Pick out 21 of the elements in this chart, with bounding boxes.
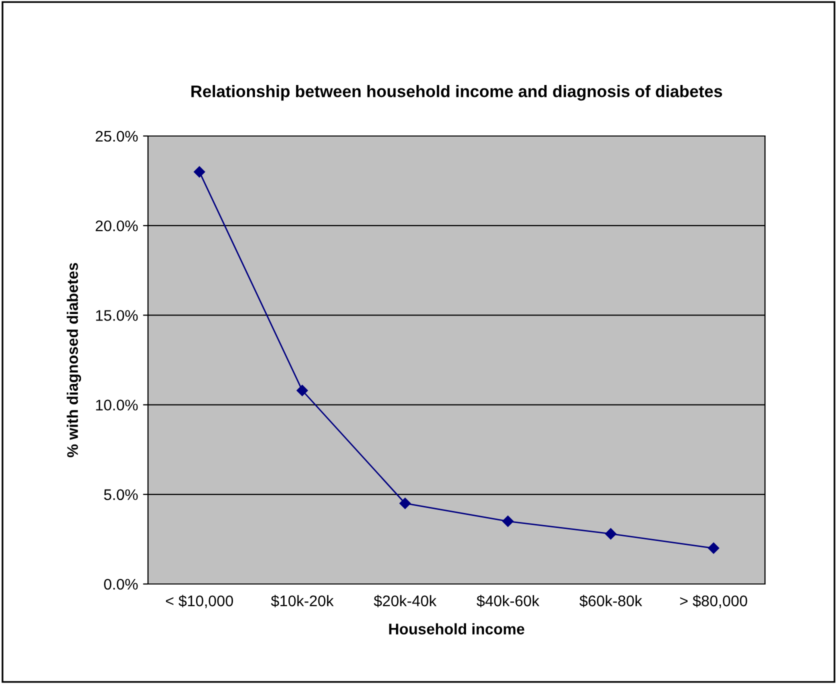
point [296, 384, 308, 396]
y-tick-label: 15.0% [96, 310, 138, 321]
y-tick-label: 20.0% [96, 220, 138, 232]
point [605, 528, 616, 540]
point [399, 498, 411, 509]
x-tick-label: > $80,000 [680, 594, 748, 608]
x-axis-title: Household income [389, 623, 524, 634]
y-tick-label: 5.0% [104, 489, 138, 500]
point [708, 542, 720, 554]
x-tick-label: $40k-60k [476, 594, 540, 608]
chart-title: Relationship between household income and diagnosis of diabetes [191, 85, 722, 101]
y-tick-label: 25.0% [96, 130, 138, 142]
y-axis-title: % with diagnosed diabetes [66, 262, 82, 458]
x-tick-label: $60k-80k [579, 594, 642, 608]
x-tick-label: < $10,000 [166, 594, 234, 608]
y-tick-label: 0.0% [104, 578, 138, 590]
point [194, 166, 206, 178]
x-tick-label: $20k-40k [374, 594, 437, 608]
x-tick-label: $10k-20k [270, 594, 334, 608]
y-tick-label: 10.0% [96, 400, 138, 410]
point [502, 516, 514, 527]
